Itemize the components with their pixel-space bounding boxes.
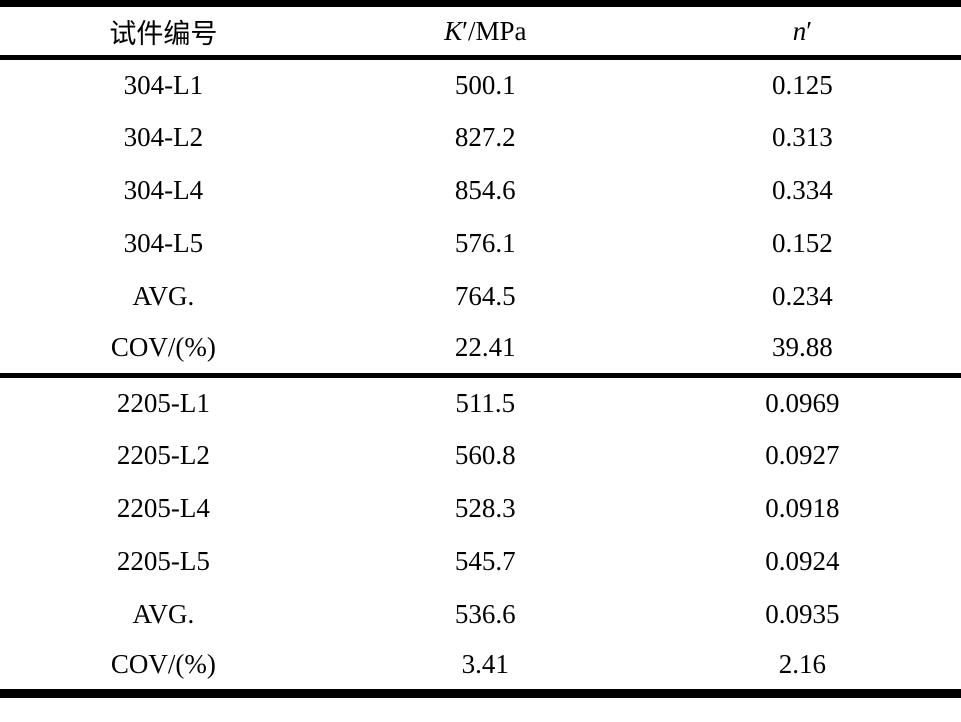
table-row: COV/(%) 3.41 2.16 (0, 641, 961, 694)
cell-k-value: 827.2 (454, 121, 516, 152)
cell-n-value: 39.88 (772, 332, 833, 363)
cell-n-value: 0.152 (772, 227, 833, 258)
data-table: 试件编号 K′/MPa n′ 304-L1 500.1 0.125 304-L2 827… (0, 0, 961, 698)
cell-k-value: 545.7 (454, 545, 516, 576)
cell-n-value: 0.0918 (765, 492, 840, 523)
cell-k-value: 764.5 (454, 280, 516, 311)
cell-k-value: 560.8 (454, 439, 516, 470)
header-row: 试件编号 K′/MPa n′ (0, 4, 961, 58)
cell-specimen-id: 2205-L2 (116, 439, 210, 470)
cell-k-value: 500.1 (454, 69, 516, 100)
header-k-mpa: K′/MPa (327, 4, 644, 58)
cell-n-value: 0.125 (772, 69, 833, 100)
cell-k-value: 536.6 (454, 598, 516, 629)
header-k-symbol: K (444, 15, 463, 46)
table-header: 试件编号 K′/MPa n′ (0, 4, 961, 58)
table-row: 2205-L4 528.3 0.0918 (0, 482, 961, 535)
table-row: 304-L4 854.6 0.334 (0, 164, 961, 217)
cell-k-value: 576.1 (454, 227, 516, 258)
cell-n-value: 2.16 (778, 649, 827, 680)
cell-specimen-id: 2205-L1 (116, 387, 210, 418)
cell-k-value: 3.41 (461, 649, 509, 680)
cell-specimen-id: AVG. (132, 280, 195, 311)
cell-n-value: 0.313 (772, 121, 833, 152)
cell-n-value: 0.0927 (765, 439, 840, 470)
table-group-304: 304-L1 500.1 0.125 304-L2 827.2 0.313 304-L4 85… (0, 58, 961, 376)
cell-n-value: 0.234 (772, 280, 833, 311)
cell-specimen-id: COV/(%) (110, 649, 216, 680)
cell-specimen-id: 2205-L4 (116, 492, 210, 523)
table-group-2205: 2205-L1 511.5 0.0969 2205-L2 560.8 0.0927 2205… (0, 376, 961, 694)
table-row: 304-L1 500.1 0.125 (0, 58, 961, 111)
table-row: 2205-L2 560.8 0.0927 (0, 429, 961, 482)
cell-n-value: 0.0969 (765, 387, 840, 418)
table-row: 304-L5 576.1 0.152 (0, 217, 961, 270)
cell-specimen-id: 304-L5 (123, 227, 204, 258)
header-n-exponent: n′ (644, 4, 961, 58)
cell-specimen-id: COV/(%) (110, 332, 216, 363)
cell-k-value: 22.41 (454, 332, 516, 363)
header-n-symbol: n (792, 15, 807, 46)
cell-n-value: 0.0924 (765, 545, 840, 576)
table-row: AVG. 764.5 0.234 (0, 270, 961, 323)
cell-specimen-id: 2205-L5 (116, 545, 210, 576)
cell-k-value: 511.5 (455, 387, 516, 418)
header-specimen-label: 试件编号 (109, 18, 218, 49)
table-row: COV/(%) 22.41 39.88 (0, 323, 961, 376)
cell-k-value: 854.6 (454, 174, 516, 205)
table-row: 304-L2 827.2 0.313 (0, 111, 961, 164)
header-n-prime: ′ (806, 15, 813, 46)
cell-specimen-id: AVG. (132, 598, 195, 629)
cell-specimen-id: 304-L1 (123, 69, 204, 100)
header-k-unit: ′/MPa (462, 15, 527, 46)
cell-specimen-id: 304-L4 (123, 174, 204, 205)
cell-n-value: 0.334 (772, 174, 833, 205)
table-row: 2205-L1 511.5 0.0969 (0, 376, 961, 429)
cell-k-value: 528.3 (454, 492, 516, 523)
header-specimen-id: 试件编号 (0, 4, 327, 58)
cell-n-value: 0.0935 (765, 598, 840, 629)
table-row: 2205-L5 545.7 0.0924 (0, 535, 961, 588)
table-row: AVG. 536.6 0.0935 (0, 588, 961, 641)
cell-specimen-id: 304-L2 (123, 121, 204, 152)
